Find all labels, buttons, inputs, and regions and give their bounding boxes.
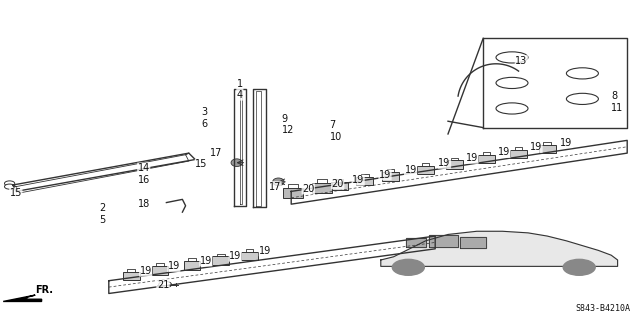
Text: 9
12: 9 12	[282, 114, 294, 135]
Text: 15: 15	[10, 188, 22, 198]
Text: 2
5: 2 5	[99, 203, 106, 225]
FancyBboxPatch shape	[446, 160, 463, 169]
Circle shape	[4, 181, 15, 186]
Text: 3
6: 3 6	[202, 107, 208, 129]
Text: 17: 17	[269, 182, 281, 192]
FancyBboxPatch shape	[212, 256, 229, 265]
FancyBboxPatch shape	[331, 182, 348, 190]
Text: 19: 19	[140, 266, 152, 276]
Polygon shape	[406, 238, 426, 247]
Text: 19: 19	[229, 251, 241, 261]
Polygon shape	[429, 235, 458, 247]
Circle shape	[159, 281, 172, 288]
Text: 19: 19	[379, 170, 391, 180]
Ellipse shape	[231, 159, 243, 167]
Polygon shape	[460, 237, 486, 248]
Text: 20: 20	[332, 179, 344, 189]
FancyBboxPatch shape	[510, 150, 527, 158]
FancyBboxPatch shape	[241, 252, 258, 260]
Text: 15: 15	[195, 159, 207, 169]
Text: 19: 19	[200, 256, 212, 266]
FancyBboxPatch shape	[123, 272, 140, 280]
FancyBboxPatch shape	[312, 183, 332, 193]
FancyBboxPatch shape	[417, 166, 434, 174]
Text: 13: 13	[515, 56, 527, 66]
Text: 19: 19	[498, 147, 510, 158]
Polygon shape	[3, 295, 42, 301]
Text: 19: 19	[438, 158, 451, 168]
Text: 19: 19	[466, 153, 478, 163]
Text: 19: 19	[168, 261, 180, 271]
Text: 7
10: 7 10	[330, 120, 342, 142]
FancyBboxPatch shape	[382, 172, 399, 181]
FancyBboxPatch shape	[152, 266, 168, 275]
Polygon shape	[381, 231, 618, 266]
FancyBboxPatch shape	[539, 145, 556, 153]
Text: FR.: FR.	[35, 285, 53, 295]
FancyBboxPatch shape	[478, 155, 495, 163]
Text: 14
16: 14 16	[138, 163, 150, 185]
Text: S843-B4210A: S843-B4210A	[575, 304, 630, 313]
Circle shape	[4, 184, 15, 189]
Text: 19: 19	[560, 137, 572, 148]
Ellipse shape	[273, 178, 284, 186]
FancyBboxPatch shape	[356, 177, 373, 185]
Text: 19: 19	[404, 165, 417, 175]
FancyBboxPatch shape	[283, 188, 303, 198]
Text: 20: 20	[302, 184, 314, 194]
Text: 1
4: 1 4	[237, 78, 243, 100]
Text: 19: 19	[259, 246, 271, 256]
Circle shape	[392, 259, 424, 275]
Text: 8
11: 8 11	[611, 91, 623, 113]
Text: 18: 18	[138, 199, 150, 209]
Text: 21: 21	[157, 279, 169, 290]
Text: 19: 19	[352, 175, 364, 185]
Text: 17: 17	[210, 148, 222, 158]
FancyBboxPatch shape	[184, 261, 200, 270]
Circle shape	[563, 259, 595, 275]
Text: 19: 19	[530, 142, 542, 152]
